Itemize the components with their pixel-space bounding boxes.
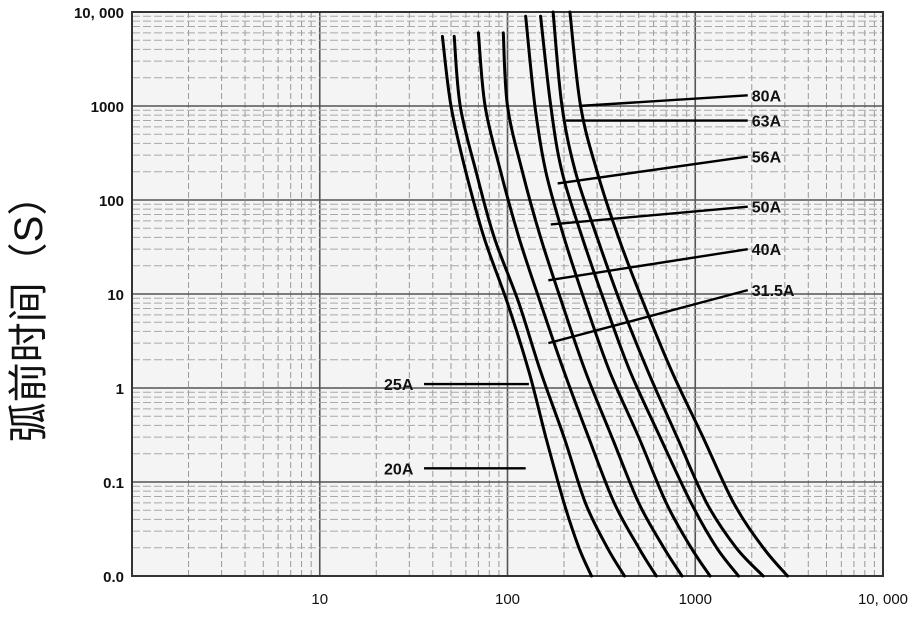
annotation-group: 80A 63A 56A 50A 40A 31.5A 25A 20A — [384, 88, 795, 478]
series-label-56a: 56A — [752, 150, 782, 167]
series-line-20a — [440, 34, 593, 578]
x-tick-label: 100 — [495, 591, 520, 608]
x-tick-label: 10 — [311, 591, 328, 608]
tick-labels: 10 100 1000 10, 000 0.0 0.1 1 10 100 1000 10, 000 — [74, 5, 908, 608]
x-tick-label: 1000 — [679, 591, 712, 608]
series-line-50a — [524, 14, 712, 578]
series-label-80a: 80A — [752, 88, 782, 105]
x-tick-label: 10, 000 — [858, 591, 908, 608]
series-line-80a — [568, 10, 789, 578]
y-tick-label: 0.1 — [103, 475, 124, 492]
y-axis-label: 弧前时间（S） — [7, 176, 51, 443]
series-label-25a: 25A — [384, 377, 414, 394]
leader-line-56a — [557, 155, 748, 185]
plot-border — [131, 11, 884, 577]
leader-line-31-5a — [548, 288, 749, 345]
series-line-25a — [452, 34, 626, 578]
series-label-63a: 63A — [752, 114, 782, 131]
leader-line-80a — [578, 94, 748, 108]
y-tick-label: 10 — [107, 287, 124, 304]
plot-frame — [131, 11, 884, 577]
series-line-40a — [501, 31, 684, 578]
series-label-50a: 50A — [752, 200, 782, 217]
leader-line-40a — [548, 247, 748, 282]
series-line-63a — [551, 10, 765, 578]
y-tick-label: 0.0 — [103, 569, 124, 586]
y-tick-label: 1 — [116, 381, 124, 398]
y-tick-label: 100 — [99, 193, 124, 210]
series-label-40a: 40A — [752, 242, 782, 259]
y-tick-label: 10, 000 — [74, 5, 124, 22]
series-label-31-5a: 31.5A — [752, 283, 795, 300]
y-tick-label: 1000 — [91, 99, 124, 116]
leader-line-50a — [550, 205, 748, 226]
series-line-31-5a — [476, 31, 658, 578]
series-label-20a: 20A — [384, 461, 414, 478]
